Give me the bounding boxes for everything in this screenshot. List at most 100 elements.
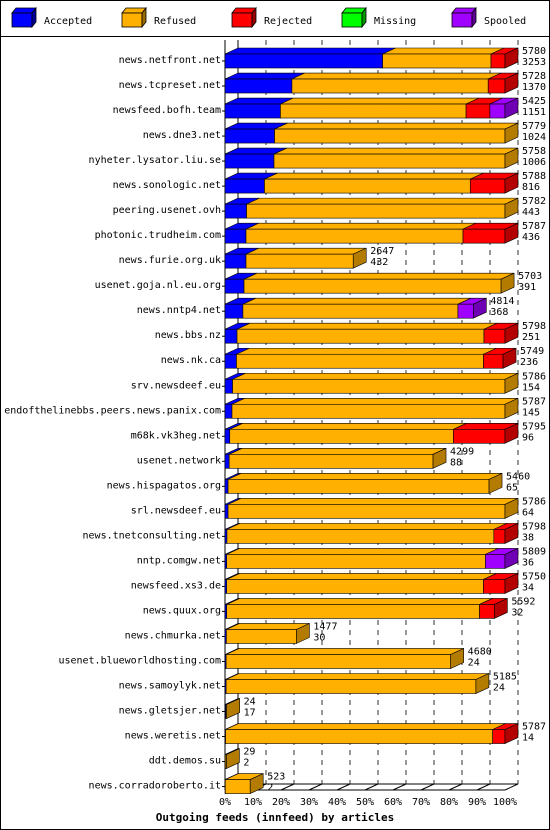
bar-top-refused: [245, 222, 477, 230]
x-tick-label: 60%: [384, 797, 402, 808]
row-label: news.tcpreset.net: [119, 80, 221, 91]
bar-segment-refused[interactable]: [242, 303, 459, 319]
bar-segment-accepted[interactable]: [224, 253, 247, 269]
bar-segment-rejected[interactable]: [490, 53, 506, 69]
bar-segment-refused[interactable]: [226, 604, 480, 619]
row-label: news.nntp4.net: [137, 305, 221, 316]
row-accepted-label: 368: [490, 307, 508, 318]
bar-end-face: [450, 648, 464, 669]
bar-segment-accepted[interactable]: [224, 53, 383, 69]
bar-end-face: [504, 47, 519, 69]
x-tick: [392, 783, 407, 791]
bar-end-face: [504, 522, 519, 544]
bar-segment-refused[interactable]: [225, 729, 493, 744]
bar-segment-accepted[interactable]: [224, 78, 293, 94]
bar-top-refused: [245, 247, 367, 255]
x-tick-label: 10%: [244, 797, 262, 808]
bar-segment-accepted[interactable]: [224, 428, 231, 444]
bar-segment-refused[interactable]: [280, 103, 467, 119]
bar-segment-refused[interactable]: [224, 779, 251, 794]
bar-segment-rejected[interactable]: [465, 103, 491, 119]
x-tick: [420, 783, 435, 791]
bar-segment-refused[interactable]: [226, 554, 486, 569]
bar-segment-refused[interactable]: [236, 353, 484, 369]
bar-segment-accepted[interactable]: [224, 378, 233, 394]
bar-segment-accepted[interactable]: [224, 178, 265, 194]
bar-segment-spooled[interactable]: [489, 103, 506, 119]
bar-segment-rejected[interactable]: [479, 604, 495, 619]
bar-segment-refused[interactable]: [246, 203, 506, 219]
bar-segment-accepted[interactable]: [224, 504, 229, 519]
row-total-label: 5460: [506, 471, 530, 482]
bar-segment-rejected[interactable]: [487, 78, 506, 94]
bar-segment-spooled[interactable]: [457, 303, 474, 319]
bar-segment-refused[interactable]: [245, 253, 354, 269]
bar-segment-rejected[interactable]: [483, 328, 506, 344]
bar-segment-rejected[interactable]: [462, 228, 506, 244]
row-total-label: 5750: [522, 571, 546, 582]
bar-segment-refused[interactable]: [236, 328, 485, 344]
x-tick-label: 50%: [356, 797, 374, 808]
bar-segment-refused[interactable]: [273, 153, 506, 169]
bar-segment-accepted[interactable]: [224, 128, 275, 144]
bar-end-face: [504, 72, 519, 94]
x-tick: [308, 783, 323, 791]
row-label: usenet.goja.nl.eu.org: [95, 280, 221, 291]
bar-end-face: [504, 372, 519, 394]
bar-segment-accepted[interactable]: [224, 403, 233, 419]
row-label: newsfeed.xs3.de: [131, 580, 221, 591]
legend-label-missing: Missing: [374, 16, 416, 27]
bar-end-face: [504, 172, 519, 194]
bar-segment-refused[interactable]: [231, 403, 506, 419]
bar-segment-refused[interactable]: [245, 228, 464, 244]
bar-segment-rejected[interactable]: [492, 729, 506, 744]
bar-segment-refused[interactable]: [226, 579, 484, 594]
legend-swatch: [11, 12, 33, 28]
row-accepted-label: 24: [468, 657, 480, 668]
bar-segment-accepted[interactable]: [224, 454, 230, 469]
x-tick: [476, 783, 491, 791]
bar-segment-rejected[interactable]: [469, 178, 506, 194]
bar-segment-refused[interactable]: [228, 454, 434, 469]
bar-end-face: [504, 547, 519, 569]
legend-label-accepted: Accepted: [44, 16, 92, 27]
bar-segment-refused[interactable]: [243, 278, 502, 294]
bar-segment-accepted[interactable]: [224, 328, 238, 344]
bar-segment-accepted[interactable]: [224, 278, 245, 294]
bar-segment-refused[interactable]: [226, 629, 297, 644]
bar-segment-accepted[interactable]: [224, 153, 275, 169]
bar-segment-refused[interactable]: [232, 378, 506, 394]
bar-segment-refused[interactable]: [291, 78, 489, 94]
bar-segment-rejected[interactable]: [483, 579, 506, 594]
bar-end-face: [504, 397, 519, 419]
bar-segment-refused[interactable]: [225, 654, 451, 669]
row-accepted-label: 154: [522, 382, 540, 393]
bar-segment-accepted[interactable]: [224, 353, 237, 369]
bar-segment-refused[interactable]: [264, 178, 471, 194]
bar-segment-rejected[interactable]: [453, 428, 506, 444]
bar-segment-refused[interactable]: [227, 479, 490, 494]
bar-segment-refused[interactable]: [226, 529, 495, 544]
bar-segment-accepted[interactable]: [224, 479, 229, 494]
bar-segment-accepted[interactable]: [224, 103, 281, 119]
row-total-label: 5425: [522, 96, 546, 107]
bar-segment-refused[interactable]: [382, 53, 492, 69]
bar-segment-refused[interactable]: [274, 128, 506, 144]
bar-segment-refused[interactable]: [225, 679, 477, 694]
row-accepted-label: 64: [522, 507, 534, 518]
bar-end-face: [500, 272, 515, 294]
bar-segment-refused[interactable]: [229, 428, 454, 444]
bar-segment-rejected[interactable]: [483, 353, 504, 369]
bar-segment-accepted[interactable]: [224, 203, 247, 219]
bar-segment-refused[interactable]: [227, 504, 506, 519]
bar-segment-accepted[interactable]: [224, 228, 247, 244]
bar-segment-spooled[interactable]: [485, 554, 506, 569]
bar-top-refused: [264, 172, 484, 180]
row-total-label: 5782: [522, 196, 546, 207]
row-label: news.dne3.net: [143, 130, 221, 141]
bar-segment-accepted[interactable]: [224, 303, 244, 319]
legend-swatch-side: [471, 6, 477, 29]
bar-end-face: [504, 197, 519, 219]
bar-segment-rejected[interactable]: [493, 529, 506, 544]
bar-top-refused: [226, 523, 507, 530]
